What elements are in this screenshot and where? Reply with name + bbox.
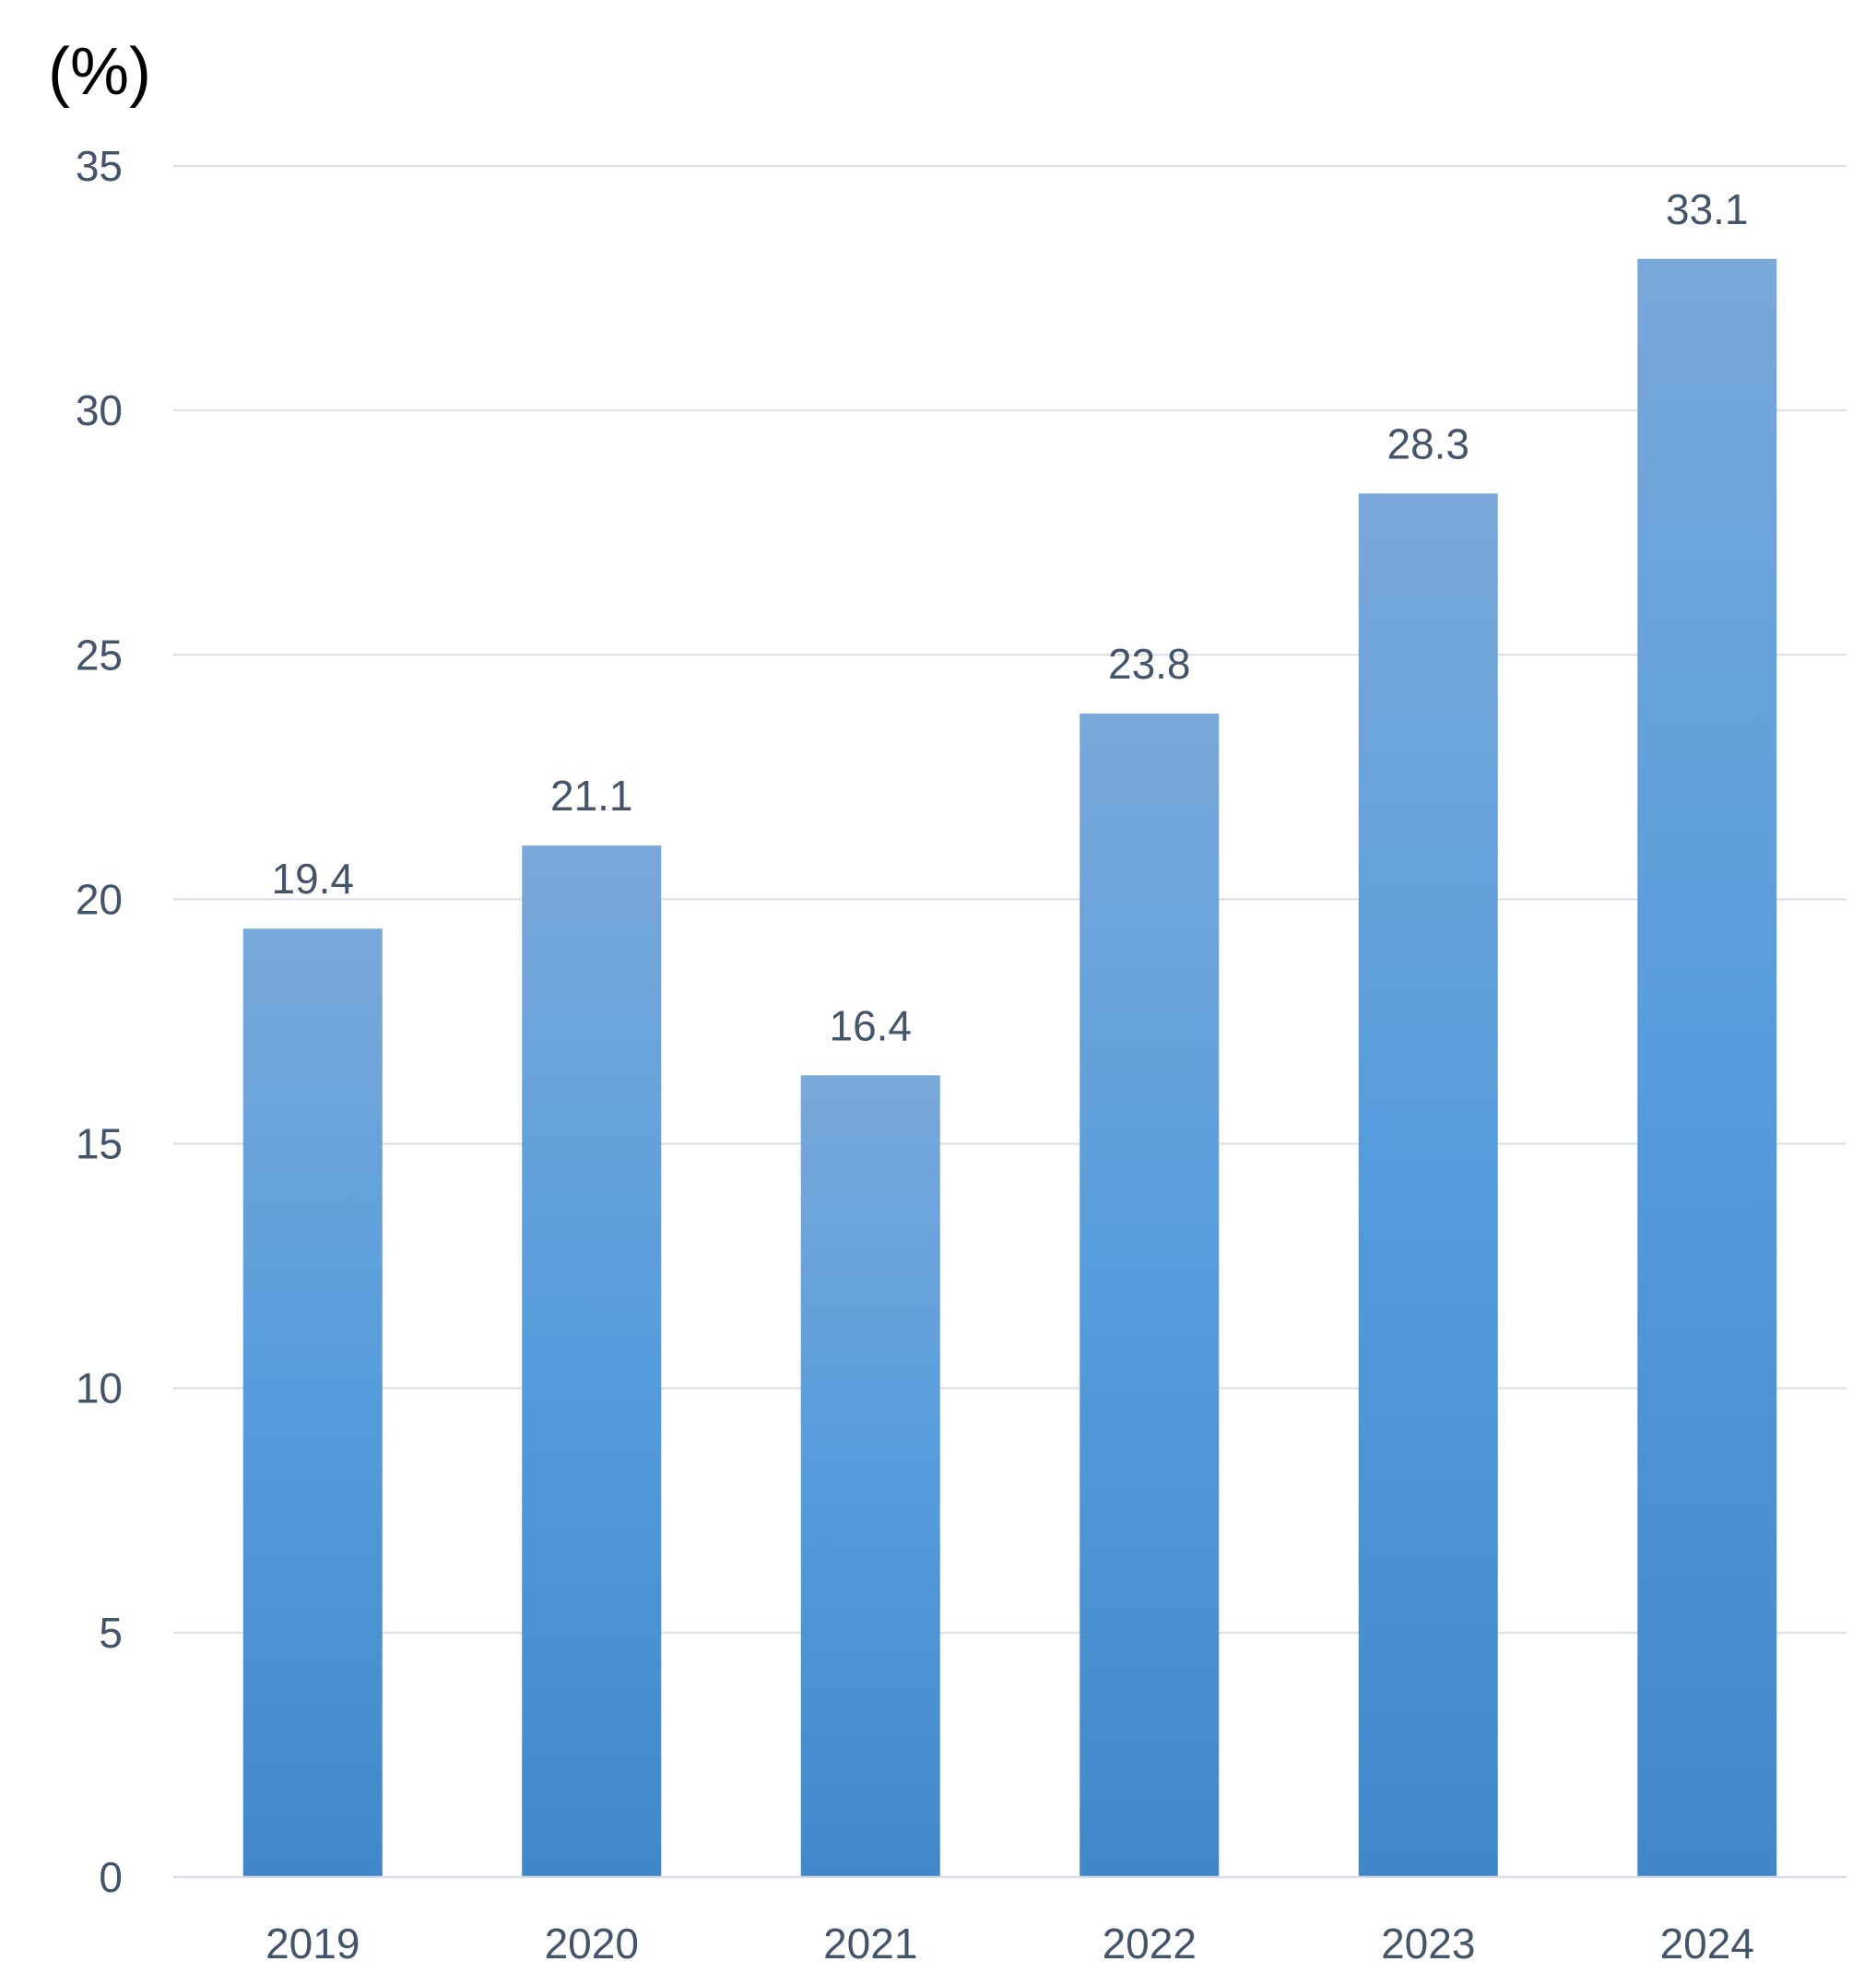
data-label: 23.8 (1108, 640, 1191, 688)
bar-2020 (522, 845, 662, 1877)
data-label: 33.1 (1666, 185, 1749, 233)
y-tick-label: 10 (76, 1365, 123, 1412)
x-tick-label: 2019 (265, 1920, 360, 1967)
data-label: 19.4 (271, 855, 354, 903)
y-tick-label: 5 (99, 1609, 123, 1657)
gridlines (173, 165, 1847, 1634)
y-tick-label: 30 (76, 386, 123, 434)
data-label: 28.3 (1386, 419, 1469, 467)
x-tick-label: 2023 (1381, 1920, 1475, 1967)
data-label: 16.4 (829, 1001, 912, 1049)
bar-2024 (1637, 258, 1777, 1877)
y-tick-label: 35 (76, 142, 123, 190)
y-tick-label: 0 (99, 1853, 123, 1901)
bars (242, 258, 1777, 1878)
bar-2023 (1358, 493, 1498, 1877)
y-tick-label: 20 (76, 875, 123, 923)
data-labels: 19.4 21.1 16.4 23.8 28.3 33.1 (271, 185, 1748, 1050)
data-label: 21.1 (550, 772, 633, 820)
bar-2019 (242, 928, 383, 1877)
y-unit-label: (%) (48, 35, 151, 109)
y-tick-label: 25 (76, 631, 123, 679)
x-axis-ticks: 2019 2020 2021 2022 2023 2024 (265, 1920, 1754, 1967)
y-tick-label: 15 (76, 1120, 123, 1168)
x-tick-label: 2020 (545, 1920, 639, 1967)
bar-2022 (1080, 713, 1220, 1878)
x-tick-label: 2024 (1660, 1920, 1754, 1967)
x-tick-label: 2021 (823, 1920, 917, 1967)
y-axis-ticks: 0 5 10 15 20 25 30 35 (76, 142, 123, 1901)
bar-2021 (800, 1075, 940, 1877)
x-tick-label: 2022 (1103, 1920, 1197, 1967)
